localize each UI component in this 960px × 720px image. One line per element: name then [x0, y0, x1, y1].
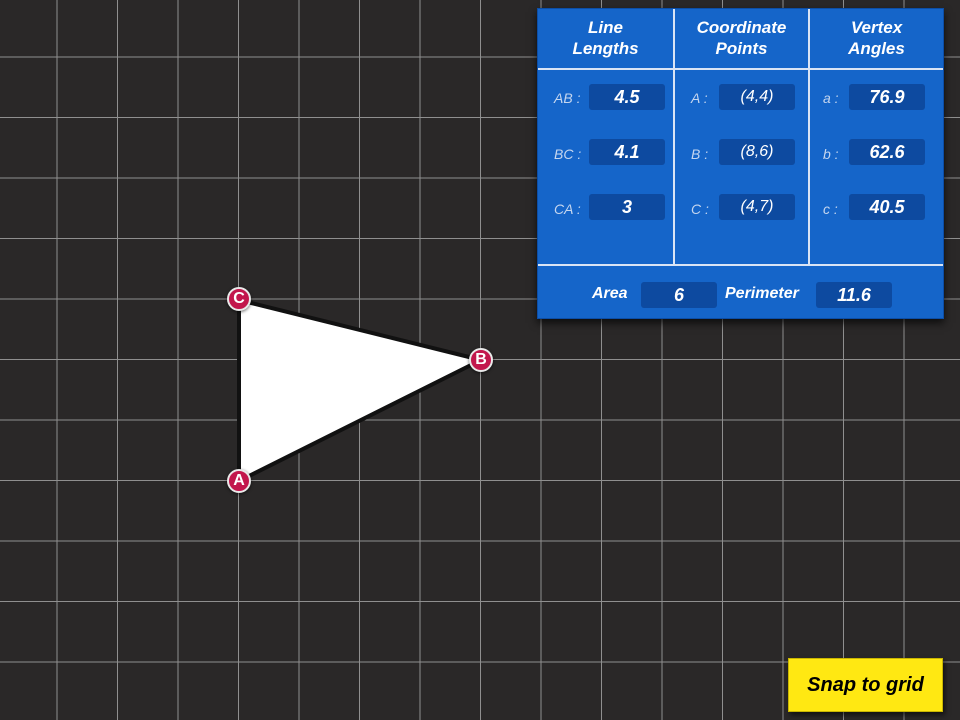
angle-value-c: 40.5: [849, 194, 925, 220]
vertex-angles-header: Vertex Angles: [810, 17, 943, 59]
line-lengths-header-line1: Line: [588, 18, 623, 37]
length-value-ab: 4.5: [589, 84, 665, 110]
column-divider-1: [673, 9, 675, 265]
point-label-c: C :: [691, 201, 709, 217]
length-value-bc: 4.1: [589, 139, 665, 165]
perimeter-value: 11.6: [816, 282, 892, 308]
length-label-bc: BC :: [554, 146, 582, 162]
point-label-b: B :: [691, 146, 709, 162]
angle-value-a: 76.9: [849, 84, 925, 110]
point-value-b: (8,6): [719, 139, 795, 165]
angle-label-b: b :: [823, 146, 839, 162]
vertex-angles-header-line1: Vertex: [850, 18, 903, 37]
coordinate-points-header: Coordinate Points: [675, 17, 808, 59]
vertex-a-handle[interactable]: A: [227, 469, 251, 493]
point-label-a: A :: [691, 90, 708, 106]
footer-divider: [538, 264, 943, 266]
angle-label-a: a :: [823, 90, 839, 106]
vertex-angles-header-line2: Angles: [848, 39, 905, 58]
line-lengths-header: Line Lengths: [538, 17, 673, 59]
area-value: 6: [641, 282, 717, 308]
snap-to-grid-button[interactable]: Snap to grid: [788, 658, 943, 712]
triangle-shape: [237, 298, 483, 483]
point-value-a: (4,4): [719, 84, 795, 110]
angle-value-b: 62.6: [849, 139, 925, 165]
coordinate-points-header-line1: Coordinate: [696, 18, 787, 37]
vertex-c-handle[interactable]: C: [227, 287, 251, 311]
length-label-ab: AB :: [554, 90, 581, 106]
length-value-ca: 3: [589, 194, 665, 220]
coordinate-points-header-line2: Points: [715, 39, 768, 58]
length-label-ca: CA :: [554, 201, 581, 217]
line-lengths-header-line2: Lengths: [572, 39, 639, 58]
area-label: Area: [592, 285, 628, 302]
perimeter-label: Perimeter: [725, 285, 799, 302]
vertex-b-handle[interactable]: B: [469, 348, 493, 372]
column-divider-2: [808, 9, 810, 265]
header-divider: [538, 68, 943, 70]
point-value-c: (4,7): [719, 194, 795, 220]
measurements-panel: Line Lengths Coordinate Points Vertex An…: [537, 8, 944, 319]
angle-label-c: c :: [823, 201, 838, 217]
